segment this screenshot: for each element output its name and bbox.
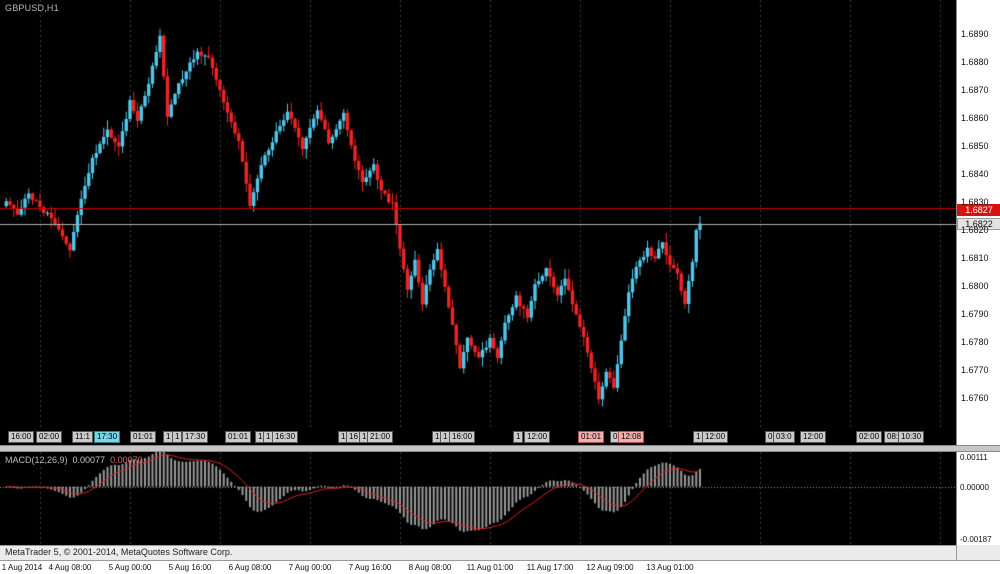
macd-signal-value: 0.00070 bbox=[110, 455, 143, 465]
status-text: MetaTrader 5, © 2001-2014, MetaQuotes So… bbox=[5, 547, 233, 557]
price-scale-label: 1.6770 bbox=[961, 365, 989, 376]
price-scale-label: 1.6780 bbox=[961, 337, 989, 348]
time-axis-label: 11 Aug 17:00 bbox=[526, 563, 574, 572]
price-chart-canvas[interactable] bbox=[0, 0, 956, 429]
status-bar: MetaTrader 5, © 2001-2014, MetaQuotes So… bbox=[0, 545, 1000, 560]
price-scale-label: 1.6890 bbox=[961, 28, 989, 39]
time-tag[interactable]: 17:30 bbox=[182, 431, 209, 443]
time-tag[interactable]: 02:00 bbox=[36, 431, 63, 443]
price-scale-label: 1.6760 bbox=[961, 393, 989, 404]
time-tag[interactable]: 21:00 bbox=[367, 431, 394, 443]
time-axis-label: 11 Aug 01:00 bbox=[466, 563, 514, 572]
time-tag[interactable]: 16:30 bbox=[272, 431, 299, 443]
macd-scale[interactable]: 0.00111 0.00000 -0.00187 bbox=[956, 452, 1000, 545]
price-scale-label: 1.6800 bbox=[961, 281, 989, 291]
time-axis-label: 7 Aug 00:00 bbox=[288, 563, 332, 572]
price-scale-label: 1.6810 bbox=[961, 252, 989, 263]
time-tag[interactable]: 12:00 bbox=[702, 431, 729, 443]
time-tag[interactable]: 11:1 bbox=[72, 431, 93, 443]
time-tag-row: 16:00 02:00 11:1 17:30 01:01 1 1 17:30 01:01 1 1 16… bbox=[0, 429, 956, 445]
macd-scale-label: 0.00111 bbox=[960, 453, 988, 462]
macd-scale-label: -0.00187 bbox=[960, 535, 992, 544]
time-tag[interactable]: 16:00 bbox=[8, 431, 35, 443]
price-scale-label: 1.6820 bbox=[961, 224, 989, 235]
symbol-timeframe-label: GBPUSD,H1 bbox=[5, 3, 59, 13]
time-tag[interactable]: 16:00 bbox=[449, 431, 476, 443]
time-axis-label: 5 Aug 16:00 bbox=[168, 563, 212, 572]
status-bar-right-box bbox=[956, 545, 1000, 560]
macd-scale-label: 0.00000 bbox=[960, 482, 989, 492]
price-scale-label: 1.6790 bbox=[961, 309, 989, 320]
last-price-badge: 1.6822 bbox=[957, 218, 1000, 231]
panel-splitter[interactable] bbox=[0, 445, 1000, 452]
time-tag[interactable]: 12:08 bbox=[618, 431, 645, 443]
time-tag[interactable]: 12:00 bbox=[800, 431, 827, 443]
time-axis-label: 7 Aug 16:00 bbox=[348, 563, 392, 572]
price-scale-label: 1.6830 bbox=[961, 196, 989, 207]
time-axis[interactable]: 1 Aug 2014 4 Aug 08:00 5 Aug 00:00 5 Aug 16… bbox=[0, 560, 1000, 574]
macd-indicator-label: MACD(12,26,9) 0.00077 0.00070 bbox=[5, 455, 143, 465]
time-axis-label: 1 Aug 2014 bbox=[1, 563, 43, 572]
macd-main-value: 0.00077 bbox=[72, 455, 106, 465]
macd-name: MACD(12,26,9) bbox=[5, 455, 68, 465]
time-axis-label: 6 Aug 08:00 bbox=[228, 563, 272, 572]
time-tag[interactable]: 10:30 bbox=[898, 431, 925, 443]
time-tag[interactable]: 01:01 bbox=[130, 431, 157, 443]
time-tag[interactable]: 17:30 bbox=[94, 431, 121, 443]
price-scale-label: 1.6870 bbox=[961, 84, 989, 95]
time-axis-label: 8 Aug 08:00 bbox=[408, 563, 452, 572]
time-tag[interactable]: 12:00 bbox=[524, 431, 551, 443]
time-tag[interactable]: 1 bbox=[513, 431, 524, 443]
time-tag[interactable]: 01:01 bbox=[578, 431, 605, 443]
time-tag[interactable]: 02:00 bbox=[856, 431, 883, 443]
macd-indicator-canvas[interactable] bbox=[0, 452, 956, 545]
time-tag[interactable]: 03:0 bbox=[773, 431, 795, 443]
time-tag[interactable]: 1 bbox=[172, 431, 183, 443]
price-scale-label: 1.6880 bbox=[961, 56, 989, 67]
time-axis-label: 12 Aug 09:00 bbox=[586, 563, 634, 572]
price-scale-label: 1.6860 bbox=[961, 112, 989, 123]
price-scale-label: 1.6850 bbox=[961, 140, 989, 151]
price-scale[interactable]: 1.6827 1.6822 1.6890 1.6880 1.6870 1.6860 1.… bbox=[956, 0, 1000, 445]
time-axis-label: 5 Aug 00:00 bbox=[108, 563, 152, 572]
bid-price-badge: 1.6827 bbox=[957, 204, 1000, 217]
time-axis-label: 4 Aug 08:00 bbox=[48, 563, 92, 572]
price-scale-label: 1.6840 bbox=[961, 168, 989, 179]
time-axis-label: 13 Aug 01:00 bbox=[646, 563, 694, 572]
time-tag[interactable]: 16 bbox=[346, 431, 361, 443]
time-tag[interactable]: 01:01 bbox=[225, 431, 252, 443]
